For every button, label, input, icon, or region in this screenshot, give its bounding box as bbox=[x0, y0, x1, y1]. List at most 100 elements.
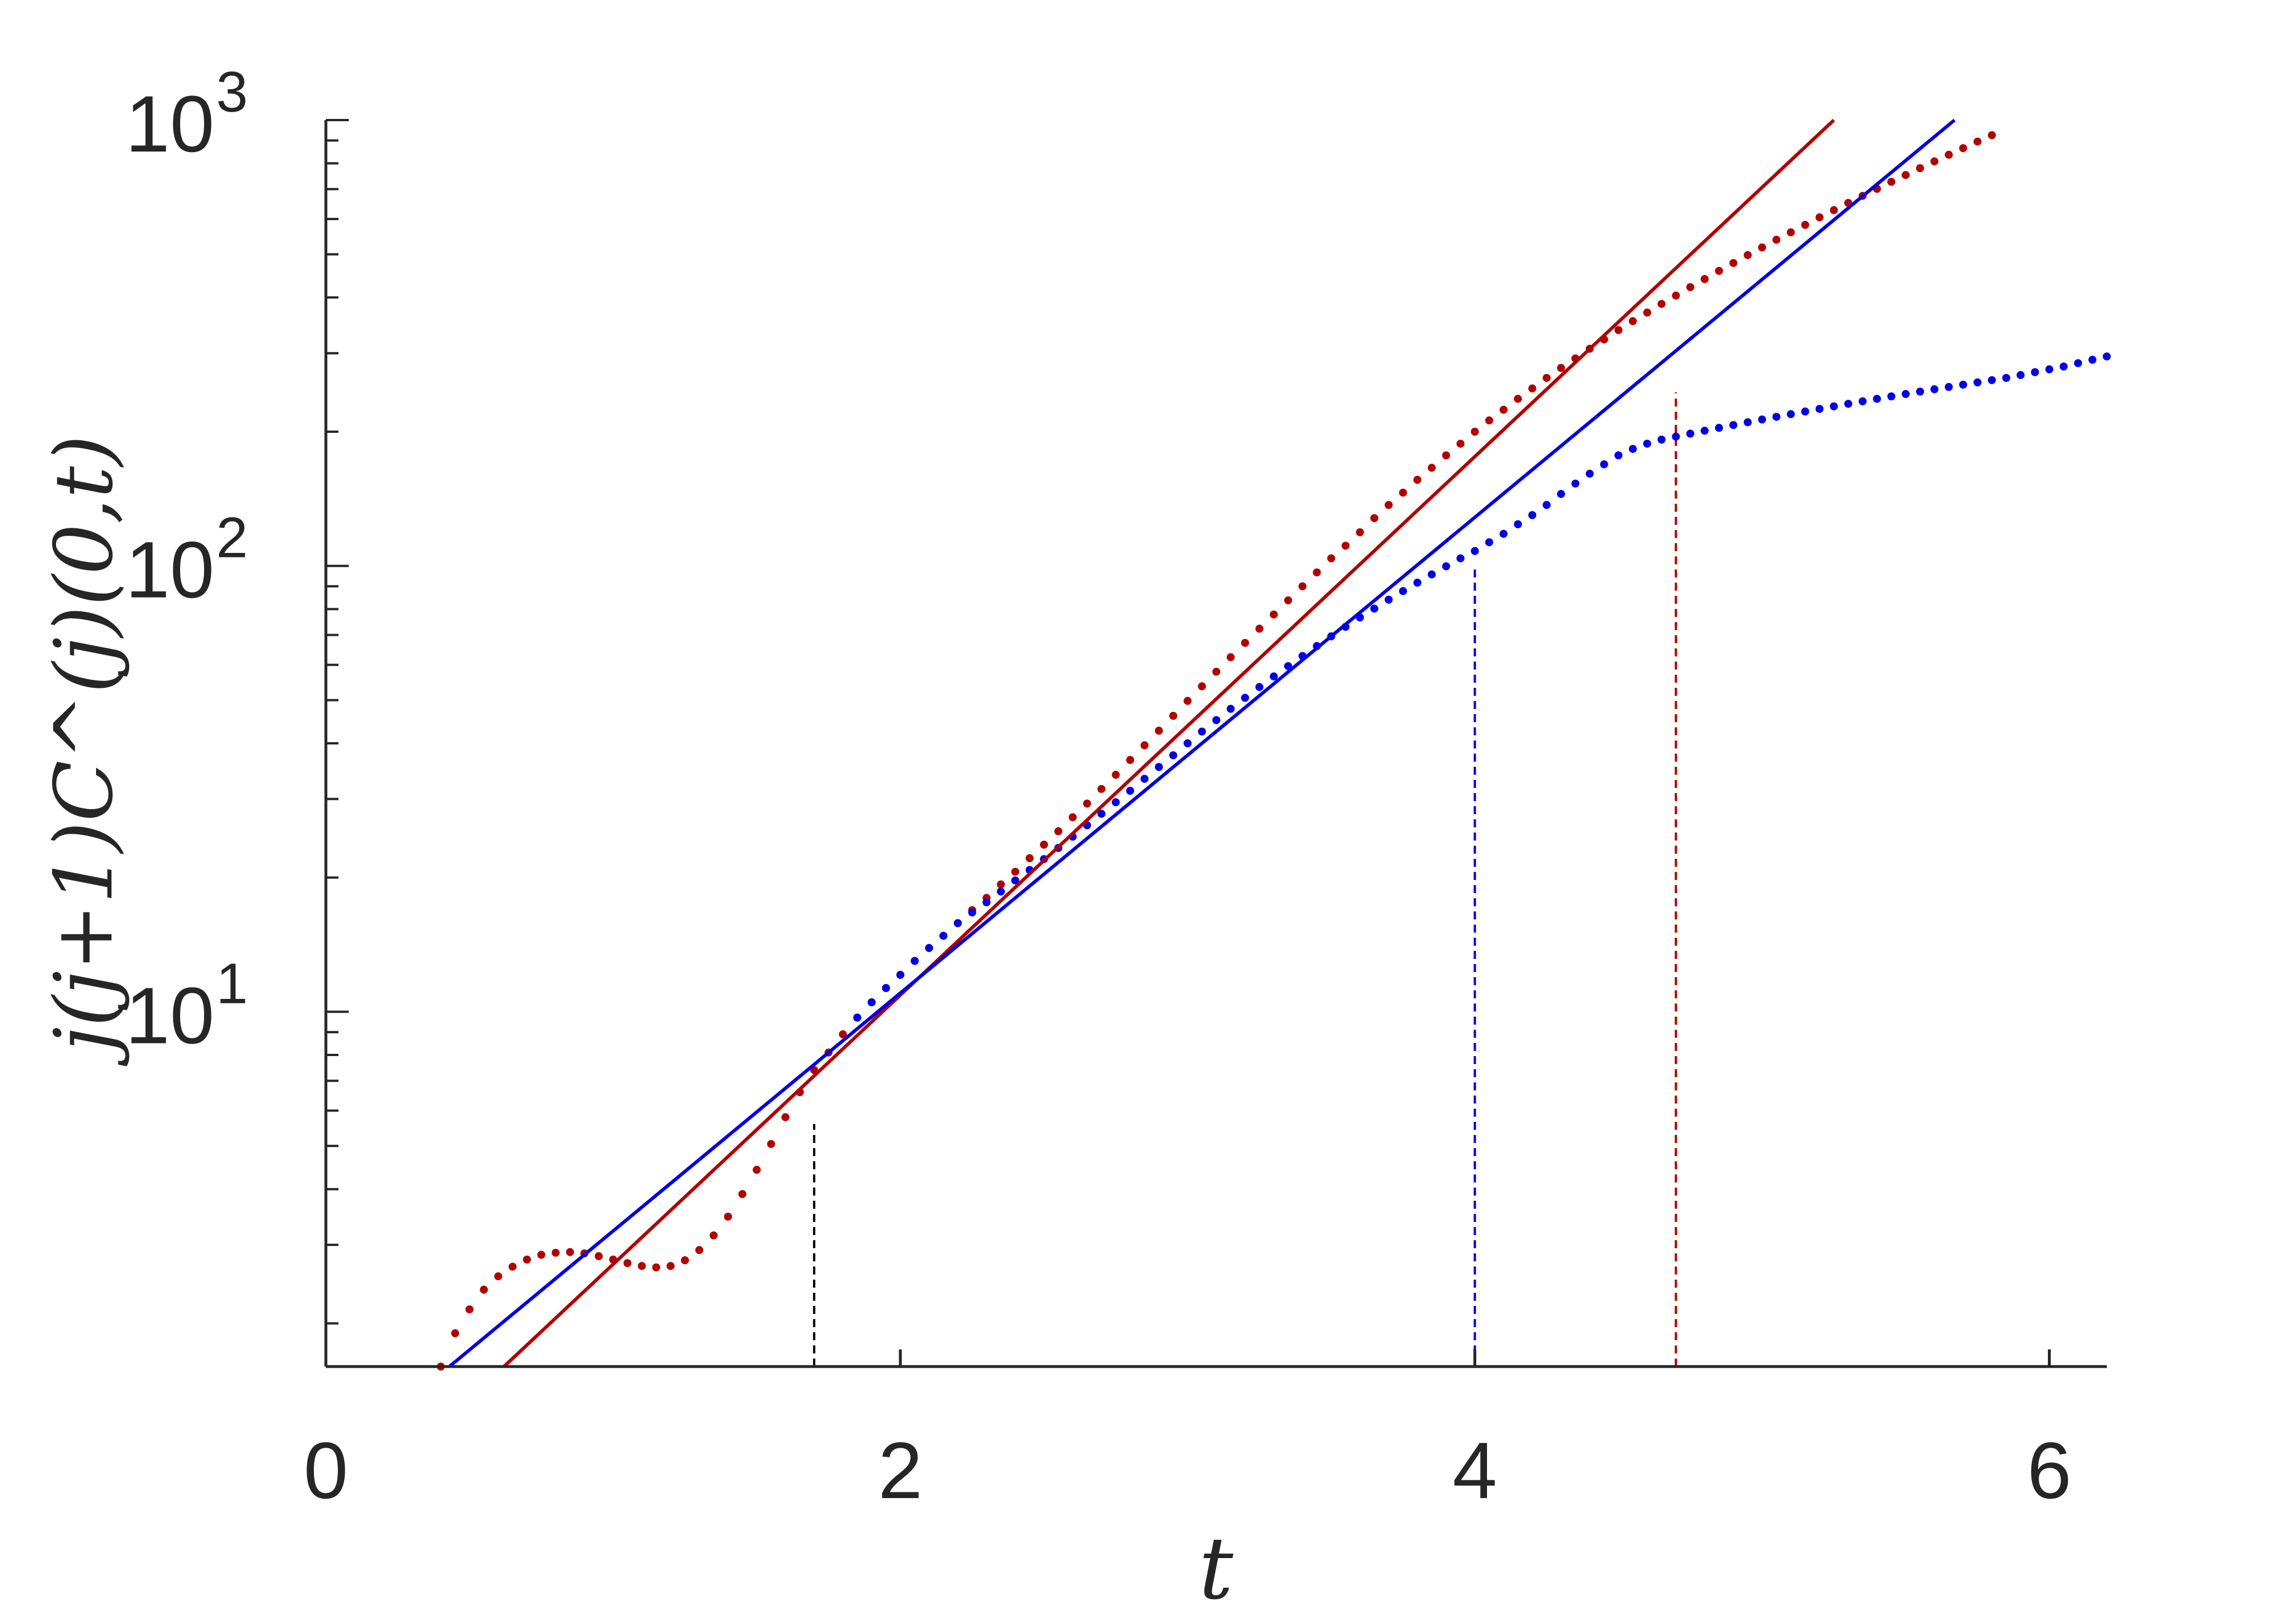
data-point bbox=[1959, 380, 1967, 389]
data-point bbox=[695, 1246, 704, 1254]
data-point bbox=[1514, 395, 1522, 403]
data-point bbox=[1944, 383, 1953, 391]
data-point bbox=[451, 1329, 460, 1337]
data-point bbox=[1902, 171, 1910, 180]
data-point bbox=[1787, 410, 1795, 419]
data-point bbox=[1916, 164, 1924, 173]
data-point bbox=[1470, 428, 1479, 436]
axes bbox=[324, 120, 2107, 1368]
data-point bbox=[954, 919, 962, 927]
data-point bbox=[982, 898, 991, 907]
data-point bbox=[896, 970, 904, 979]
data-point bbox=[1341, 541, 1350, 550]
data-point bbox=[1069, 813, 1077, 822]
data-point bbox=[480, 1285, 488, 1294]
data-point bbox=[1657, 435, 1666, 444]
data-point bbox=[1973, 378, 1982, 387]
data-point bbox=[1643, 308, 1652, 317]
data-point bbox=[523, 1255, 531, 1264]
data-point bbox=[882, 984, 890, 993]
data-point bbox=[2088, 356, 2096, 364]
data-point bbox=[1241, 694, 1249, 702]
data-point bbox=[1384, 595, 1393, 604]
data-point bbox=[1011, 867, 1019, 876]
data-point bbox=[1399, 587, 1408, 595]
data-point bbox=[1600, 460, 1608, 469]
data-point bbox=[1801, 407, 1809, 416]
data-point bbox=[666, 1262, 675, 1270]
data-point bbox=[1327, 554, 1336, 563]
data-point bbox=[996, 887, 1005, 896]
data-point bbox=[1887, 392, 1896, 401]
data-point bbox=[1585, 469, 1594, 478]
data-point bbox=[925, 943, 934, 952]
data-point bbox=[681, 1256, 689, 1265]
data-point bbox=[1054, 827, 1063, 835]
data-point bbox=[1485, 416, 1493, 425]
data-point bbox=[709, 1231, 718, 1240]
data-point bbox=[1873, 395, 1882, 403]
data-point bbox=[1313, 568, 1321, 577]
data-point bbox=[1672, 291, 1680, 300]
data-point bbox=[1155, 726, 1163, 735]
data-point bbox=[1269, 610, 1278, 619]
data-point bbox=[1083, 799, 1091, 808]
data-point bbox=[1700, 275, 1709, 284]
data-point bbox=[1801, 221, 1809, 229]
dotted-series-2 bbox=[853, 352, 2111, 1022]
data-point bbox=[1499, 529, 1508, 538]
data-point bbox=[1040, 841, 1049, 849]
data-point bbox=[1815, 405, 1824, 413]
data-point bbox=[1140, 775, 1149, 783]
data-point bbox=[1442, 562, 1450, 571]
data-point bbox=[1097, 810, 1106, 818]
y-axis-title: j(j+1)C^(j)(0,t) bbox=[38, 435, 131, 1067]
data-point bbox=[1729, 421, 1737, 429]
data-point bbox=[1212, 716, 1221, 724]
data-point bbox=[996, 880, 1005, 889]
data-point bbox=[1614, 326, 1623, 334]
data-point bbox=[1198, 682, 1206, 691]
data-point bbox=[1025, 854, 1034, 862]
data-point bbox=[1542, 373, 1551, 382]
data-point bbox=[1930, 385, 1939, 393]
data-point bbox=[1155, 763, 1163, 771]
data-point bbox=[1226, 653, 1235, 662]
data-point bbox=[781, 1113, 790, 1121]
data-point bbox=[1399, 488, 1408, 497]
data-point bbox=[1413, 579, 1422, 587]
data-point bbox=[1140, 741, 1149, 750]
data-point bbox=[1428, 570, 1436, 579]
data-point bbox=[2045, 365, 2054, 373]
data-point bbox=[1428, 464, 1436, 472]
x-tick-label: 2 bbox=[878, 1425, 923, 1515]
data-point bbox=[1169, 711, 1178, 720]
data-point bbox=[1930, 157, 1939, 166]
data-point bbox=[2059, 363, 2068, 371]
data-point bbox=[1557, 364, 1565, 372]
data-point bbox=[1485, 538, 1493, 547]
data-point bbox=[1241, 639, 1249, 647]
data-point bbox=[1944, 150, 1953, 159]
data-point bbox=[2074, 359, 2082, 368]
data-point bbox=[551, 1248, 560, 1257]
data-point bbox=[839, 1030, 847, 1038]
data-point bbox=[1815, 213, 1824, 222]
data-point bbox=[1183, 739, 1192, 747]
data-point bbox=[1844, 400, 1852, 408]
data-point bbox=[508, 1262, 517, 1271]
data-point bbox=[1887, 177, 1896, 186]
data-point bbox=[1758, 415, 1767, 424]
data-point bbox=[1829, 402, 1838, 411]
y-tick-exponent: 1 bbox=[216, 951, 248, 1015]
data-point bbox=[1743, 418, 1752, 427]
data-point bbox=[1988, 376, 1996, 384]
data-point bbox=[1456, 439, 1465, 448]
data-point bbox=[1715, 266, 1723, 275]
data-point bbox=[1700, 427, 1709, 435]
data-point bbox=[724, 1212, 732, 1221]
data-point bbox=[968, 908, 976, 917]
data-point bbox=[1643, 439, 1652, 448]
